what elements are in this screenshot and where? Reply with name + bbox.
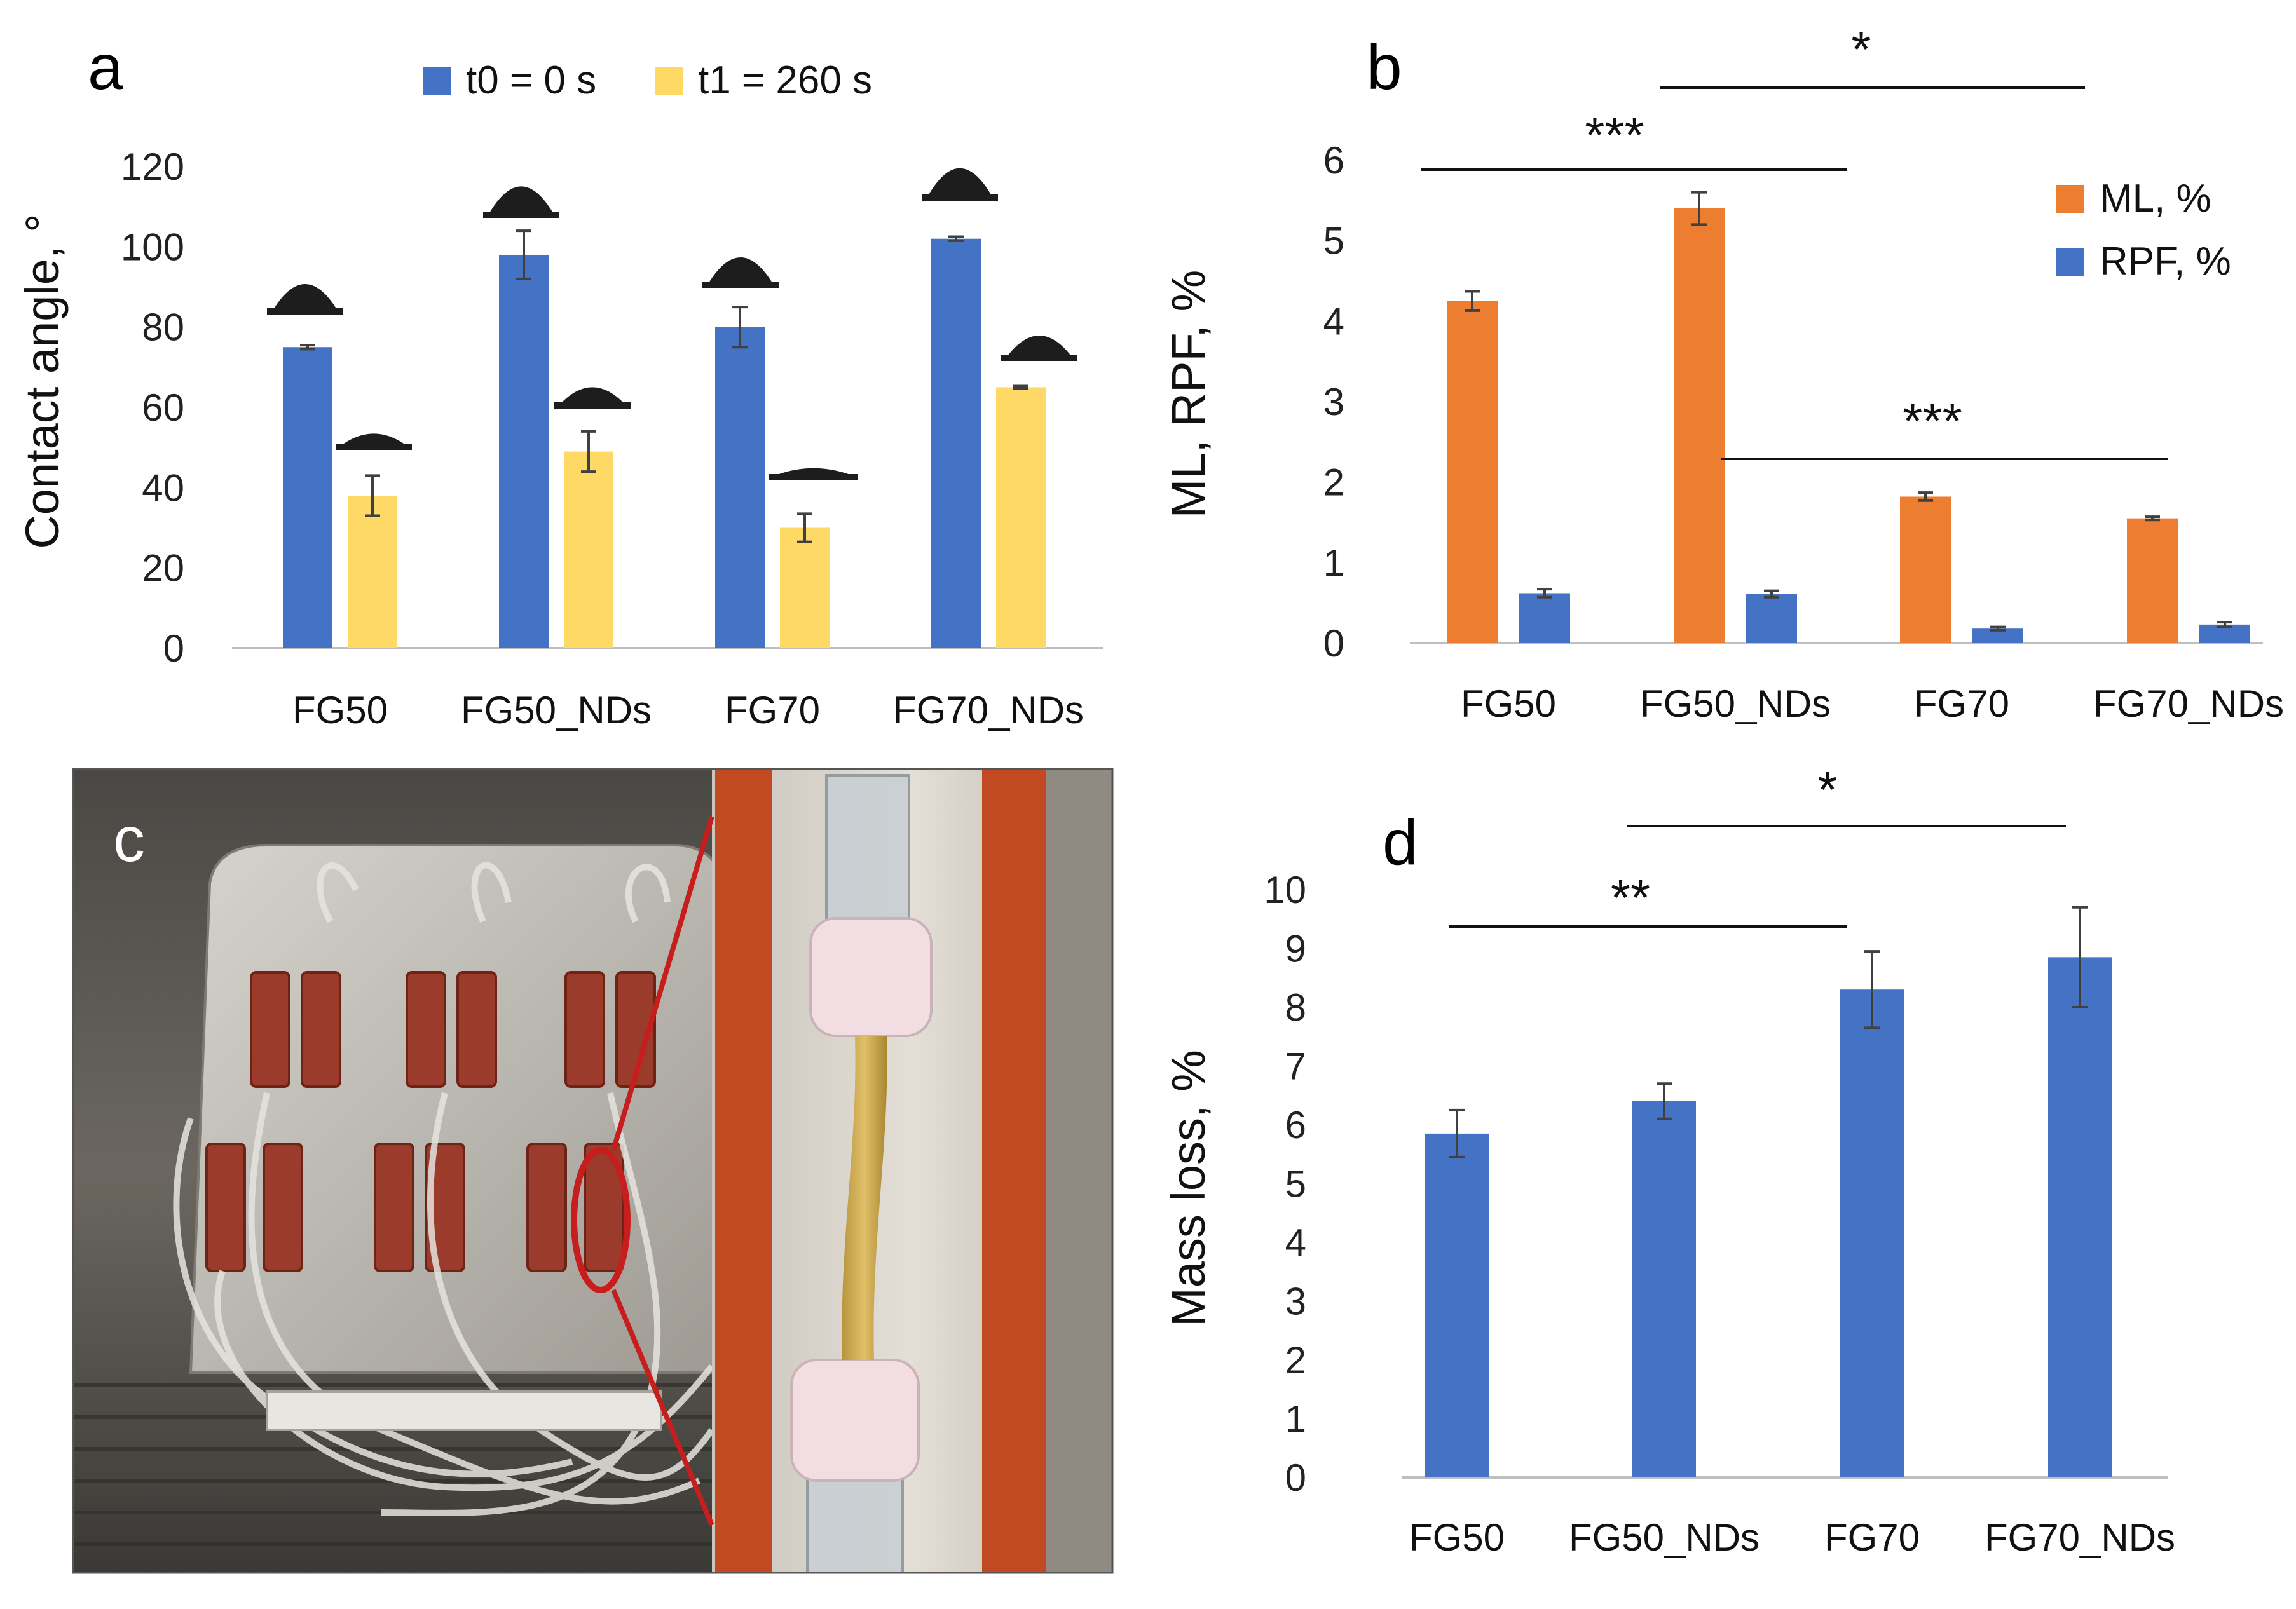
x-tick-label: FG50	[1461, 682, 1556, 725]
y-tick-label: 0	[163, 627, 184, 670]
bar-blue-0	[1425, 1133, 1489, 1477]
droplet-icon	[1008, 336, 1071, 356]
panel-letter-c: c	[113, 804, 145, 875]
bar-yellow-2	[780, 527, 830, 648]
x-tick-label: FG70_NDs	[893, 689, 1084, 731]
y-tick-label: 1	[1285, 1398, 1306, 1441]
chart-b: 0 1 2 3 4 5 6 ML, RPF, % FG50 FG50_NDs FG70 FG70_ND…	[1162, 21, 2284, 725]
significance-label: *	[1851, 21, 1871, 78]
legend-label: RPF, %	[2100, 240, 2231, 283]
x-tick-label: FG70_NDs	[1985, 1516, 2175, 1559]
x-tick-label: FG70	[1824, 1516, 1920, 1559]
droplet-base-icon	[1001, 355, 1077, 361]
y-tick-label: 7	[1285, 1045, 1306, 1088]
droplet-icon	[489, 186, 553, 213]
legend-swatch-blue	[2056, 248, 2084, 276]
bar-yellow-1	[564, 451, 613, 648]
bar-orange-2	[1900, 496, 1951, 643]
y-tick-label: 60	[142, 386, 184, 429]
bar-blue-1	[1632, 1101, 1696, 1477]
y-tick-label: 0	[1285, 1456, 1306, 1499]
panel-letter-d: d	[1383, 807, 1418, 878]
droplet-icon	[776, 468, 852, 475]
y-axis-title: Contact angle, °	[16, 214, 69, 548]
chart-a: 0 20 40 60 80 100 120 Contact angle, ° FG50 FG50_…	[16, 58, 1103, 731]
droplet-icon	[342, 433, 406, 445]
y-tick-label: 40	[142, 466, 184, 509]
bar-blue-2	[715, 327, 765, 648]
bar-blue-1	[1746, 594, 1797, 643]
y-axis-title: ML, RPF, %	[1162, 270, 1215, 519]
y-tick-label: 100	[121, 226, 184, 268]
significance-label: ***	[1903, 393, 1962, 449]
droplet-base-icon	[267, 308, 343, 315]
bar-blue-2	[1840, 989, 1904, 1477]
bar-orange-3	[2127, 518, 2178, 643]
panel-c-photo: c	[72, 768, 1114, 1574]
y-tick-label: 1	[1323, 541, 1344, 584]
droplet-icon	[561, 387, 624, 404]
y-tick-label: 5	[1285, 1163, 1306, 1205]
x-tick-label: FG50_NDs	[1569, 1516, 1760, 1559]
droplet-icon	[709, 257, 772, 283]
x-tick-label: FG70_NDs	[2093, 682, 2284, 725]
bar-yellow-3	[996, 387, 1046, 648]
x-tick-label: FG50	[1409, 1516, 1505, 1559]
significance-label: **	[1611, 869, 1650, 926]
y-tick-label: 5	[1323, 220, 1344, 262]
legend-label: ML, %	[2100, 177, 2211, 221]
legend-label: t0 = 0 s	[466, 58, 596, 102]
legend-swatch-yellow	[655, 67, 683, 95]
y-tick-label: 20	[142, 547, 184, 590]
bar-orange-1	[1674, 208, 1725, 643]
bar-orange-0	[1447, 301, 1498, 644]
chart-d: 0 1 2 3 4 5 6 7 8 9 10 Mass loss, % FG50 FG50_NDs FG70…	[1162, 761, 2175, 1559]
y-tick-label: 4	[1323, 300, 1344, 343]
y-tick-label: 10	[1264, 869, 1306, 911]
y-tick-label: 2	[1323, 461, 1344, 504]
x-tick-label: FG50_NDs	[461, 689, 652, 731]
panel-letter-b: b	[1367, 32, 1402, 103]
droplet-base-icon	[336, 444, 412, 450]
significance-label: *	[1817, 761, 1837, 818]
droplet-base-icon	[554, 402, 631, 409]
y-tick-label: 9	[1285, 928, 1306, 970]
droplet-base-icon	[769, 474, 858, 480]
legend-label: t1 = 260 s	[698, 58, 872, 102]
y-tick-label: 3	[1323, 381, 1344, 423]
bar-blue-0	[283, 347, 332, 648]
x-tick-label: FG50	[292, 689, 388, 731]
droplet-icon	[928, 168, 992, 196]
bar-blue-3	[2048, 957, 2112, 1477]
x-tick-label: FG70	[1914, 682, 2009, 725]
y-tick-label: 2	[1285, 1339, 1306, 1382]
significance-label: ***	[1585, 107, 1644, 163]
droplet-base-icon	[702, 282, 779, 288]
panel-letter-a: a	[88, 32, 123, 103]
y-tick-label: 3	[1285, 1280, 1306, 1323]
y-tick-label: 6	[1323, 139, 1344, 182]
y-tick-label: 6	[1285, 1104, 1306, 1146]
bar-blue-3	[931, 238, 981, 648]
legend-swatch-blue	[423, 67, 451, 95]
y-tick-label: 80	[142, 306, 184, 349]
bar-yellow-0	[348, 495, 397, 648]
x-tick-label: FG70	[725, 689, 820, 731]
y-tick-label: 0	[1323, 622, 1344, 665]
y-tick-label: 120	[121, 146, 184, 188]
droplet-base-icon	[483, 212, 559, 218]
bar-blue-1	[499, 254, 549, 648]
bar-blue-2	[1972, 628, 2023, 643]
y-axis-title: Mass loss, %	[1162, 1050, 1215, 1327]
droplet-base-icon	[922, 194, 998, 201]
y-tick-label: 4	[1285, 1221, 1306, 1264]
droplet-icon	[273, 284, 337, 309]
x-tick-label: FG50_NDs	[1640, 682, 1831, 725]
y-tick-label: 8	[1285, 986, 1306, 1029]
legend-swatch-orange	[2056, 185, 2084, 213]
bar-blue-0	[1519, 593, 1570, 643]
